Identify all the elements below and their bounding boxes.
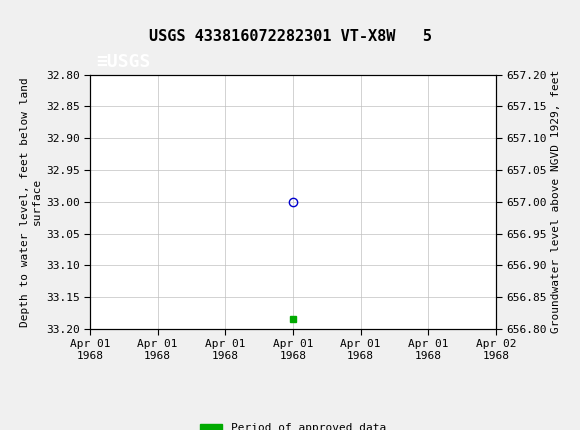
Text: USGS 433816072282301 VT-X8W   5: USGS 433816072282301 VT-X8W 5 (148, 29, 432, 44)
Text: ≡USGS: ≡USGS (96, 53, 150, 71)
Y-axis label: Depth to water level, feet below land
surface: Depth to water level, feet below land su… (20, 77, 42, 327)
Legend: Period of approved data: Period of approved data (195, 419, 390, 430)
Y-axis label: Groundwater level above NGVD 1929, feet: Groundwater level above NGVD 1929, feet (551, 70, 561, 333)
